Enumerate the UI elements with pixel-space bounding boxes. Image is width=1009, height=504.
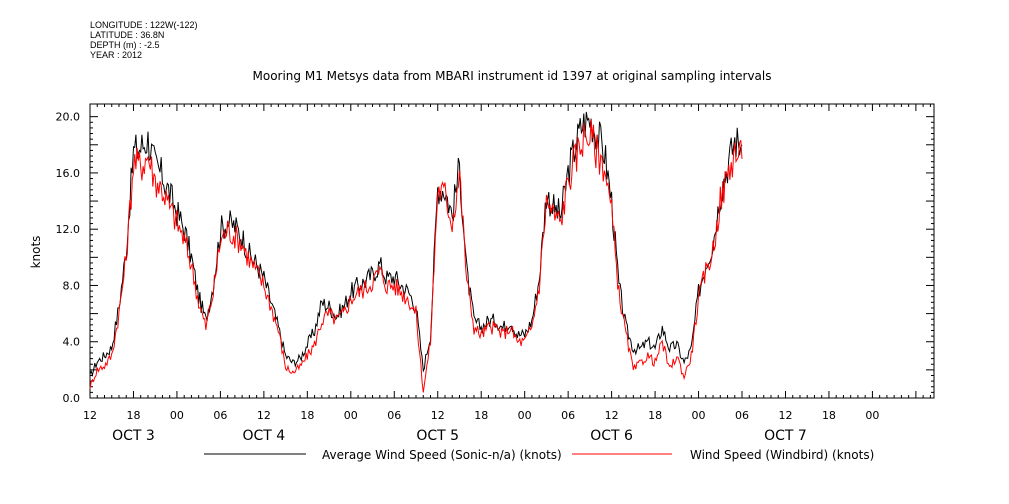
x-tick-label: 18 bbox=[648, 409, 662, 422]
x-tick-label: 12 bbox=[257, 409, 271, 422]
chart-title: Mooring M1 Metsys data from MBARI instru… bbox=[253, 69, 772, 83]
x-tick-label: 18 bbox=[822, 409, 836, 422]
y-axis-label: knots bbox=[29, 236, 43, 269]
x-tick-label: 06 bbox=[387, 409, 401, 422]
x-axis: 12 18 00 06 12 18 00 06 12 18 00 06 12 18 00 06 12 18 00 OC… bbox=[83, 104, 931, 444]
y-tick-label: 8.0 bbox=[63, 279, 81, 292]
series-line-2 bbox=[89, 119, 743, 393]
legend-label-1: Average Wind Speed (Sonic-n/a) (knots) bbox=[322, 448, 562, 462]
date-label: OCT 7 bbox=[764, 428, 807, 444]
y-tick-label: 12.0 bbox=[56, 223, 81, 236]
x-tick-label: 12 bbox=[83, 409, 97, 422]
x-tick-label: 00 bbox=[518, 409, 532, 422]
x-tick-label: 06 bbox=[213, 409, 227, 422]
y-tick-label: 20.0 bbox=[56, 111, 81, 124]
date-label: OCT 4 bbox=[243, 428, 286, 444]
x-tick-label: 00 bbox=[170, 409, 184, 422]
x-tick-label: 12 bbox=[431, 409, 445, 422]
x-tick-label: 06 bbox=[735, 409, 749, 422]
date-label: OCT 6 bbox=[590, 428, 633, 444]
y-tick-label: 0.0 bbox=[63, 392, 81, 405]
legend: Average Wind Speed (Sonic-n/a) (knots) Wi… bbox=[204, 448, 874, 462]
x-tick-label: 12 bbox=[605, 409, 619, 422]
x-tick-label: 18 bbox=[126, 409, 140, 422]
x-tick-label: 00 bbox=[692, 409, 706, 422]
x-tick-label: 00 bbox=[865, 409, 879, 422]
longitude-text: LONGITUDE : 122W(-122) bbox=[90, 20, 198, 30]
year-text: YEAR : 2012 bbox=[90, 50, 143, 60]
y-tick-label: 16.0 bbox=[56, 167, 81, 180]
y-axis: 0.0 4.0 8.0 12.0 16.0 20.0 bbox=[56, 111, 934, 405]
x-tick-label: 06 bbox=[561, 409, 575, 422]
plot-frame bbox=[89, 103, 935, 399]
x-tick-label: 18 bbox=[474, 409, 488, 422]
x-tick-label: 18 bbox=[300, 409, 314, 422]
date-label: OCT 5 bbox=[416, 428, 459, 444]
metadata-block: LONGITUDE : 122W(-122) LATITUDE : 36.8N … bbox=[90, 20, 198, 60]
depth-text: DEPTH (m) : -2.5 bbox=[90, 40, 160, 50]
y-tick-label: 4.0 bbox=[63, 336, 81, 349]
series-line-1 bbox=[89, 111, 743, 378]
date-label: OCT 3 bbox=[112, 428, 155, 444]
x-tick-label: 00 bbox=[344, 409, 358, 422]
series-group bbox=[89, 111, 743, 393]
legend-label-2: Wind Speed (Windbird) (knots) bbox=[690, 448, 874, 462]
latitude-text: LATITUDE : 36.8N bbox=[90, 30, 165, 40]
x-tick-label: 12 bbox=[778, 409, 792, 422]
